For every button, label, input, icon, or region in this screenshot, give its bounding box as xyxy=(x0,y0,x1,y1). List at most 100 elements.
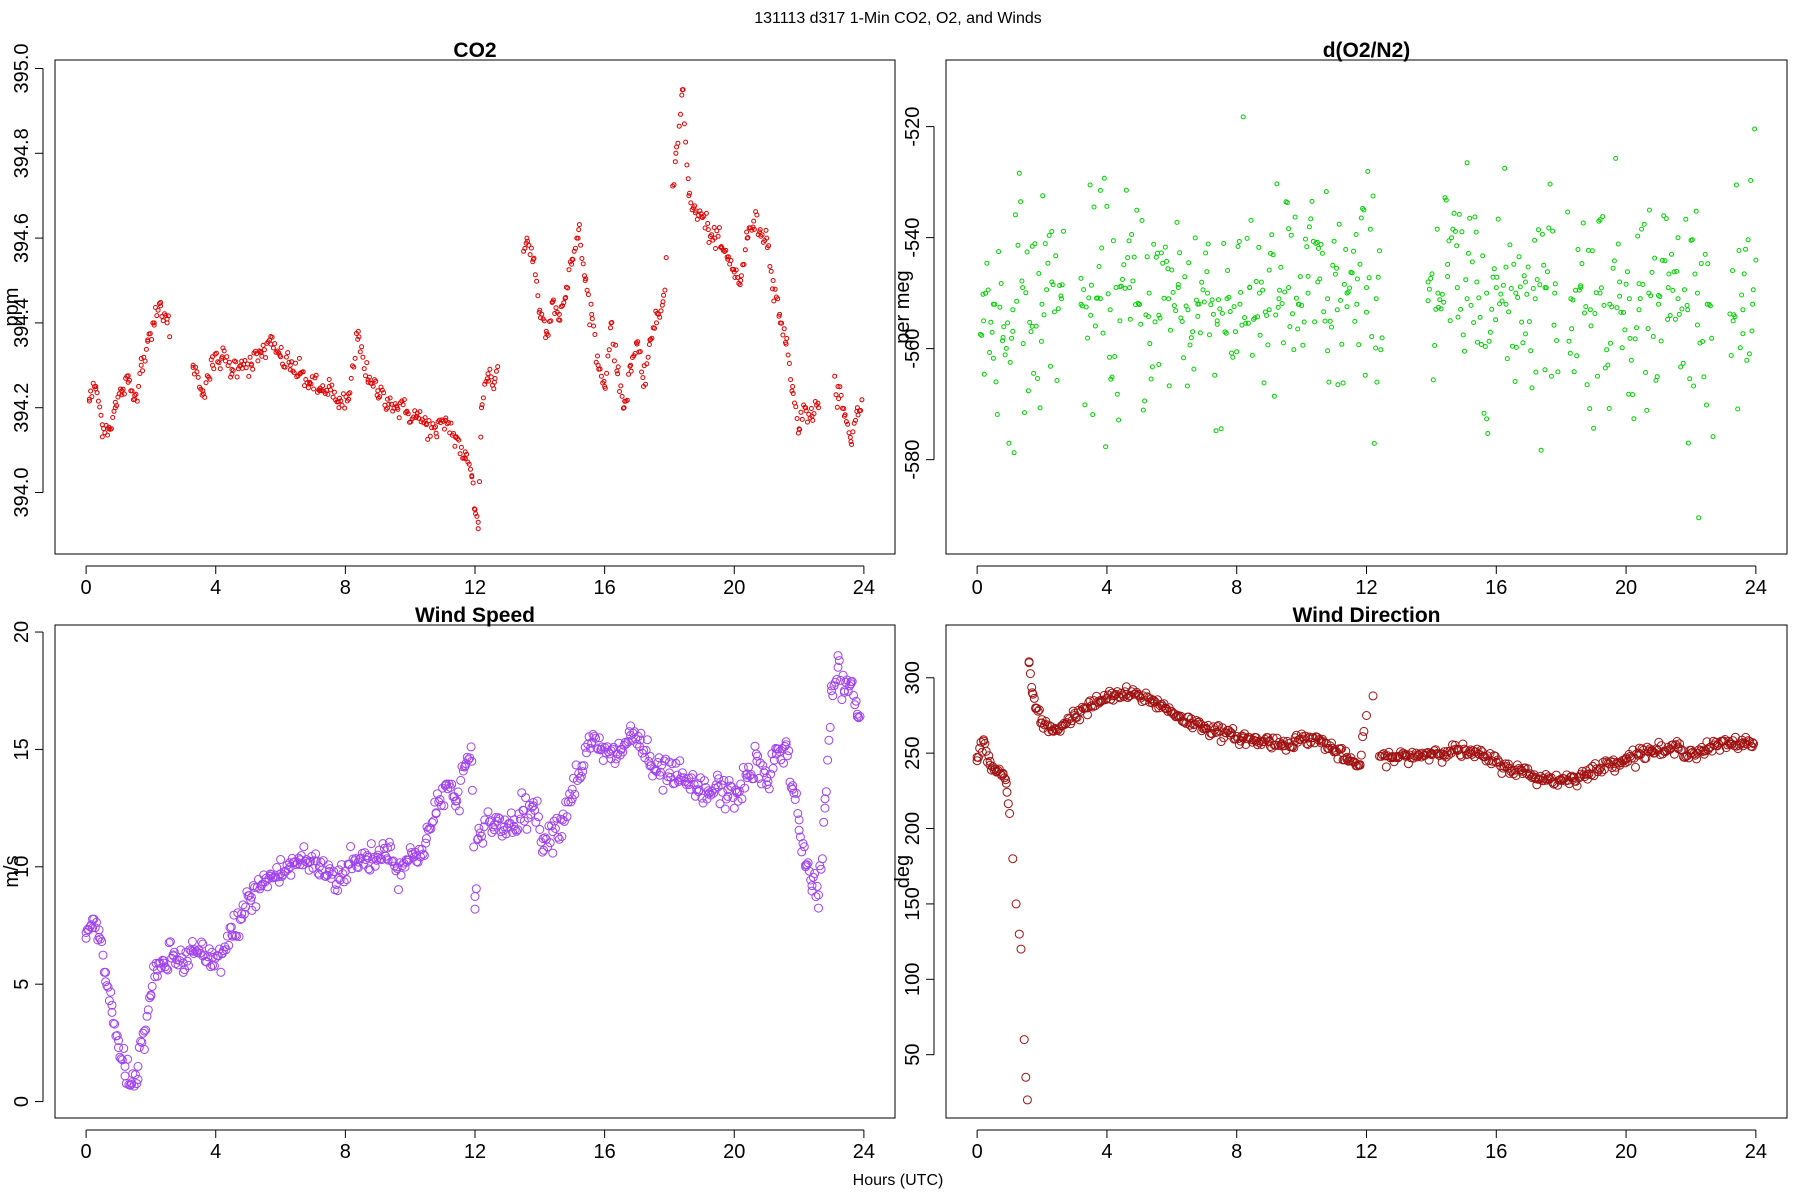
panel-4-minute-point xyxy=(1557,776,1566,785)
panel-1-point xyxy=(576,227,582,233)
panel-3-title: Wind Speed xyxy=(415,604,535,627)
panel-2-minute-point xyxy=(1480,253,1486,259)
panel-2-minute-point xyxy=(1218,426,1224,432)
panel-2-point xyxy=(1266,307,1272,313)
panel-1-minute-point xyxy=(759,232,765,238)
panel-2-minute-point xyxy=(1700,339,1706,344)
panel-1-minute-point xyxy=(88,388,94,394)
panel-3-minute-point xyxy=(467,785,477,795)
panel-2-minute-point xyxy=(990,355,996,361)
panel-2-minute-point xyxy=(1044,287,1050,293)
panel-1-minute-point xyxy=(728,258,734,263)
panel-2-minute-point xyxy=(1375,274,1381,280)
panel-2-minute-point xyxy=(1698,261,1704,266)
panel-1-minute-point xyxy=(280,361,285,367)
panel-4-minute-point xyxy=(1163,706,1173,716)
panel-1-minute-point xyxy=(451,431,457,436)
panel-3-minute-point xyxy=(206,962,216,972)
panel-3-minute-point xyxy=(594,733,604,743)
panel-2-minute-point xyxy=(1685,440,1691,446)
panel-3-minute-point xyxy=(677,768,687,778)
panel-2-minute-point xyxy=(1631,416,1637,422)
panel-2-x-tick-label: 4 xyxy=(1101,577,1112,599)
panel-3-minute-point xyxy=(81,933,91,943)
panel-2-minute-point xyxy=(1741,271,1747,277)
panel-1-minute-point xyxy=(469,474,475,480)
panel-2-minute-point xyxy=(1552,281,1558,287)
panel-1-minute-point xyxy=(136,383,142,389)
panel-2-minute-point xyxy=(1014,298,1020,304)
panel-2-minute-point xyxy=(996,249,1002,255)
panel-4-minute-point xyxy=(1185,720,1195,730)
panel-2-point xyxy=(1373,296,1379,302)
panel-2-point xyxy=(1039,301,1045,307)
panel-3-minute-point xyxy=(182,956,192,966)
panel-3-minute-point xyxy=(94,925,104,935)
panel-2-minute-point xyxy=(1114,391,1120,397)
panel-3-minute-point xyxy=(834,656,844,666)
panel-3-minute-point xyxy=(580,742,590,752)
panel-2-minute-point xyxy=(1649,269,1655,275)
panel-1-minute-point xyxy=(810,417,816,423)
panel-1-minute-point xyxy=(662,287,668,293)
panel-1-point xyxy=(479,405,484,411)
panel-2-minute-point xyxy=(1735,406,1741,412)
panel-1-minute-point xyxy=(417,409,423,415)
panel-2-minute-point xyxy=(1222,329,1228,335)
panel-2-minute-point xyxy=(1608,340,1613,346)
panel-2-minute-point xyxy=(1538,447,1544,453)
panel-3-minute-point xyxy=(312,856,322,866)
panel-1-minute-point xyxy=(624,397,630,403)
panel-3-minute-point xyxy=(382,854,392,864)
panel-1-minute-point xyxy=(794,416,800,421)
panel-1-minute-point xyxy=(216,360,222,366)
panel-3-minute-point xyxy=(426,824,436,834)
panel-2-minute-point xyxy=(1304,244,1310,250)
panel-1-point xyxy=(751,218,757,224)
panel-1-minute-point xyxy=(478,434,484,440)
panel-4-x-tick-label: 20 xyxy=(1615,1141,1637,1163)
panel-1-minute-point xyxy=(338,398,344,404)
panel-3-minute-point xyxy=(272,863,282,872)
panel-2-minute-point xyxy=(1274,181,1280,187)
panel-3-minute-point xyxy=(184,961,193,970)
panel-4-minute-point xyxy=(1086,701,1096,711)
panel-3-minute-point xyxy=(806,875,816,885)
panel-2-minute-point xyxy=(1482,344,1488,349)
panel-2-minute-point xyxy=(1226,294,1232,300)
panel-2-minute-point xyxy=(1087,182,1093,188)
panel-2-minute-point xyxy=(1158,250,1164,256)
panel-2-minute-point xyxy=(1031,370,1037,376)
panel-2-minute-point xyxy=(1752,126,1758,132)
panel-3-minute-point xyxy=(353,863,363,873)
panel-3-minute-point xyxy=(789,788,799,798)
panel-1-minute-point xyxy=(618,383,624,389)
panel-3-minute-point xyxy=(845,681,855,691)
panel-2-minute-point xyxy=(1377,248,1382,254)
panel-3-minute-point xyxy=(825,722,835,732)
panel-2-point xyxy=(1088,312,1094,318)
panel-3-minute-point xyxy=(689,779,699,789)
panel-4-point xyxy=(1005,809,1015,818)
panel-3-minute-point xyxy=(508,828,518,837)
panel-2-minute-point xyxy=(1208,302,1214,308)
panel-1-y-tick-label: 394.4 xyxy=(11,298,33,348)
panel-1-y-tick-label: 394.2 xyxy=(11,383,33,433)
panel-1-minute-point xyxy=(845,421,851,427)
panel-1-minute-point xyxy=(423,421,429,426)
panel-1-minute-point xyxy=(198,386,204,392)
panel-3-minute-point xyxy=(238,900,248,910)
panel-1-minute-point xyxy=(534,278,540,284)
panel-2-minute-point xyxy=(1428,276,1434,281)
panel-4-minute-point xyxy=(1403,759,1413,769)
panel-2-minute-point xyxy=(1275,304,1281,310)
panel-3-minute-point xyxy=(803,858,813,868)
panel-3-minute-point xyxy=(847,677,857,686)
panel-2-minute-point xyxy=(1129,232,1135,237)
panel-3-minute-point xyxy=(98,950,108,960)
panel-4-minute-point xyxy=(1336,744,1345,754)
panel-1-title: CO2 xyxy=(453,39,496,62)
panel-1-minute-point xyxy=(859,397,865,403)
panel-1-point xyxy=(673,150,679,156)
